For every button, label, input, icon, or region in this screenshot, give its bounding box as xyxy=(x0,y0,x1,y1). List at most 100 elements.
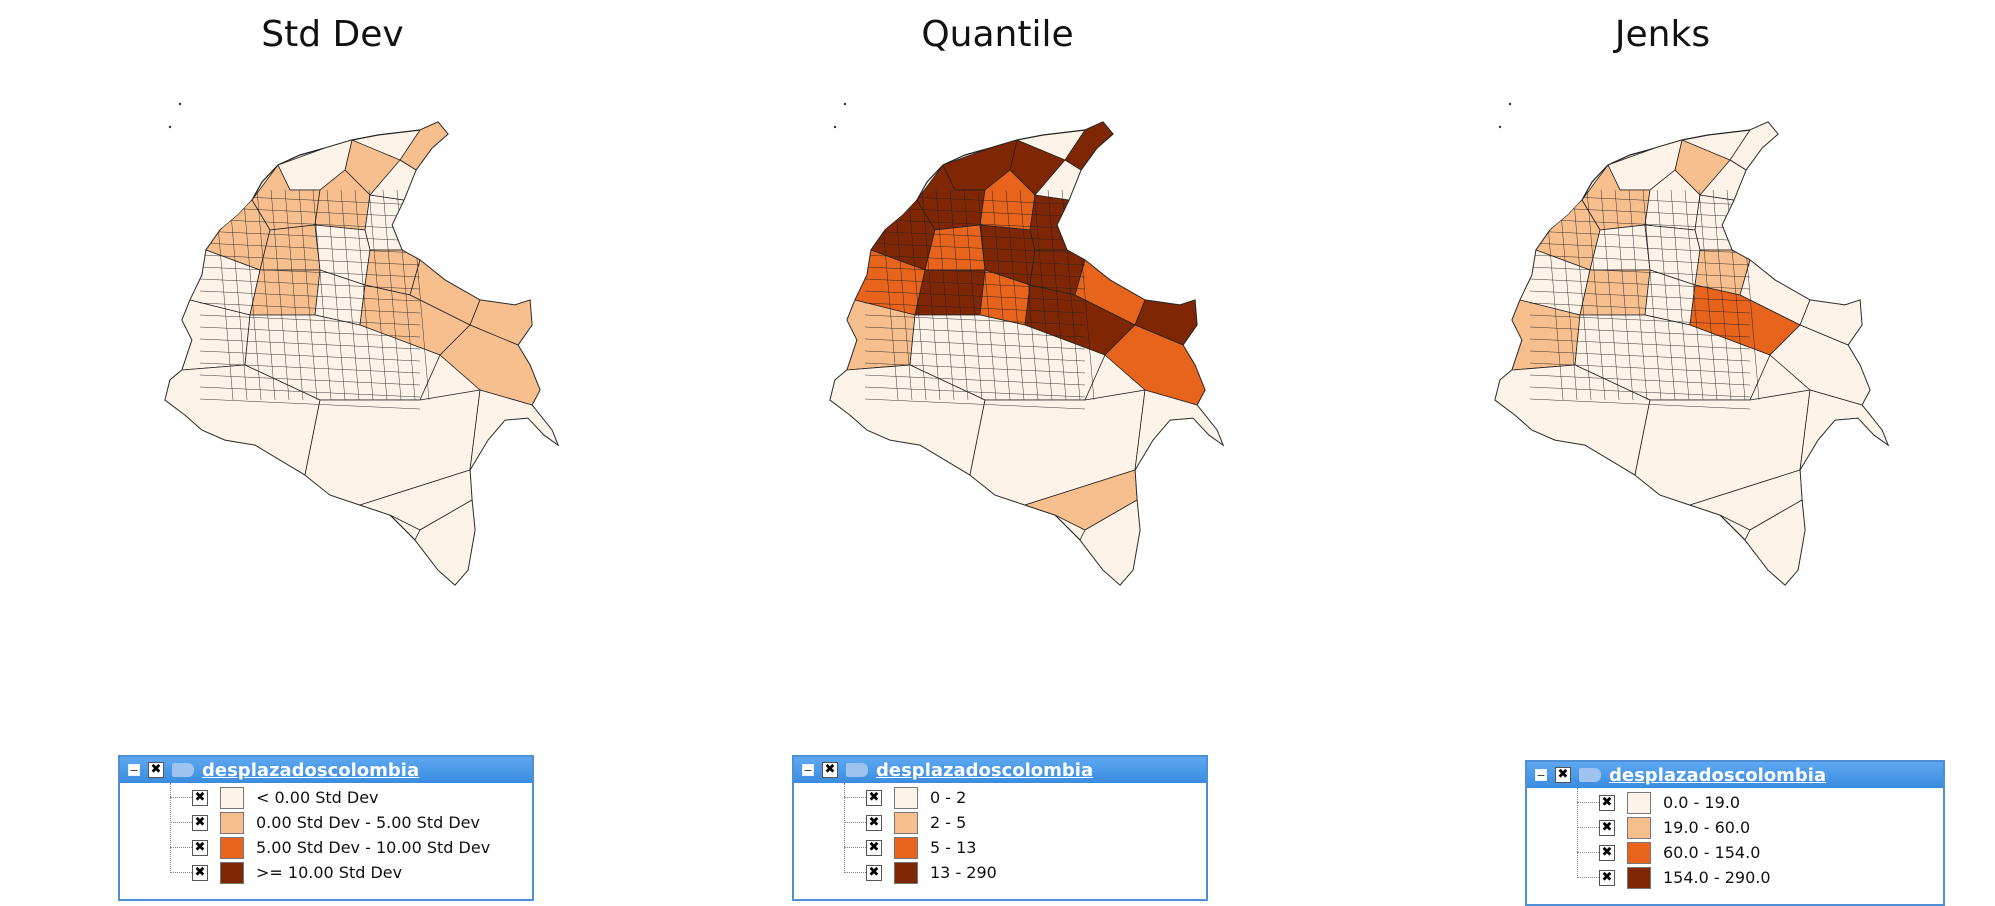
colombia-map xyxy=(829,102,1225,586)
municipality-region[interactable] xyxy=(1799,389,1888,471)
check-icon[interactable]: ✖ xyxy=(866,789,882,806)
municipality-border xyxy=(1529,290,1751,302)
check-icon[interactable]: ✖ xyxy=(1599,844,1615,861)
collapse-icon[interactable]: − xyxy=(128,764,140,777)
layer-icon xyxy=(846,763,868,777)
municipality-border xyxy=(864,278,1086,290)
municipality-border xyxy=(864,338,1086,350)
municipality-region[interactable] xyxy=(1495,364,1651,476)
municipality-border xyxy=(864,398,1086,410)
municipality-region[interactable] xyxy=(469,389,558,471)
municipality-region[interactable] xyxy=(369,159,417,201)
municipality-border xyxy=(1642,189,1662,401)
municipality-region[interactable] xyxy=(1134,389,1223,471)
check-icon[interactable]: ✖ xyxy=(866,864,882,881)
municipality-border xyxy=(1529,374,1751,386)
class-swatch xyxy=(894,836,918,859)
municipality-border xyxy=(1529,218,1751,230)
check-icon[interactable]: ✖ xyxy=(866,814,882,831)
check-icon[interactable]: ✖ xyxy=(822,762,838,778)
check-icon[interactable]: ✖ xyxy=(192,839,208,856)
municipality-region[interactable] xyxy=(1104,324,1206,406)
municipality-border xyxy=(199,398,421,410)
check-icon[interactable]: ✖ xyxy=(1599,869,1615,886)
municipality-border xyxy=(340,189,360,401)
municipality-border xyxy=(963,189,983,401)
municipality-border xyxy=(199,290,421,302)
legend-class-row: ✖ 5.00 Std Dev - 10.00 Std Dev xyxy=(168,835,532,860)
layer-icon xyxy=(172,763,194,777)
layer-legend: − ✖ desplazadoscolombia ✖ < 0.00 Std Dev… xyxy=(118,755,534,901)
municipality-border xyxy=(1033,189,1053,401)
check-icon[interactable]: ✖ xyxy=(192,789,208,806)
check-icon[interactable]: ✖ xyxy=(1555,767,1571,783)
layer-name[interactable]: desplazadoscolombia xyxy=(1609,764,1827,786)
layer-legend: − ✖ desplazadoscolombia ✖ 0 - 2 ✖ 2 - 5 … xyxy=(792,755,1208,901)
municipality-border xyxy=(935,189,955,401)
check-icon[interactable]: ✖ xyxy=(192,864,208,881)
class-swatch xyxy=(1627,791,1651,814)
municipality-border xyxy=(199,242,421,254)
municipality-border xyxy=(921,189,941,401)
legend-class-list: ✖ 0 - 2 ✖ 2 - 5 ✖ 5 - 13 ✖ 13 - 290 xyxy=(794,783,1206,885)
municipality-region[interactable] xyxy=(914,269,986,316)
municipality-border xyxy=(1529,386,1751,398)
municipality-border xyxy=(1529,338,1751,350)
municipality-border xyxy=(1614,189,1634,401)
legend-class-row: ✖ 0.00 Std Dev - 5.00 Std Dev xyxy=(168,810,532,835)
panel-stddev: Std Dev − ✖ desplazadoscolombia ✖ < 0.00… xyxy=(0,0,665,901)
municipality-region[interactable] xyxy=(439,324,541,406)
collapse-icon[interactable]: − xyxy=(1535,769,1547,782)
class-swatch xyxy=(220,811,244,834)
municipality-border xyxy=(199,314,421,326)
class-label: 60.0 - 154.0 xyxy=(1663,843,1761,862)
legend-class-list: ✖ 0.0 - 19.0 ✖ 19.0 - 60.0 ✖ 60.0 - 154.… xyxy=(1527,788,1943,890)
check-icon[interactable]: ✖ xyxy=(192,814,208,831)
panel-quantile: Quantile − ✖ desplazadoscolombia ✖ 0 - 2… xyxy=(665,0,1330,901)
class-label: 0.00 Std Dev - 5.00 Std Dev xyxy=(256,813,480,832)
municipality-region[interactable] xyxy=(1769,324,1871,406)
island-dot xyxy=(168,125,172,129)
municipality-border xyxy=(1572,189,1592,401)
municipality-border xyxy=(907,189,927,401)
check-icon[interactable]: ✖ xyxy=(866,839,882,856)
municipality-border xyxy=(312,189,332,401)
municipality-border xyxy=(199,338,421,350)
municipality-border xyxy=(1529,242,1751,254)
class-swatch xyxy=(894,861,918,884)
panel-title: Std Dev xyxy=(261,14,404,55)
municipality-region[interactable] xyxy=(414,499,476,585)
layer-name[interactable]: desplazadoscolombia xyxy=(202,759,420,781)
municipality-border xyxy=(864,218,1086,230)
municipality-border xyxy=(1529,302,1751,314)
check-icon[interactable]: ✖ xyxy=(1599,794,1615,811)
legend-class-row: ✖ 5 - 13 xyxy=(842,835,1206,860)
municipality-region[interactable] xyxy=(1699,159,1747,201)
check-icon[interactable]: ✖ xyxy=(1599,819,1615,836)
class-label: 0.0 - 19.0 xyxy=(1663,793,1741,812)
municipality-border xyxy=(199,350,421,362)
municipality-border xyxy=(1529,230,1751,242)
check-icon[interactable]: ✖ xyxy=(148,762,164,778)
municipality-region[interactable] xyxy=(249,269,321,316)
class-label: >= 10.00 Std Dev xyxy=(256,863,403,882)
layer-name[interactable]: desplazadoscolombia xyxy=(876,759,1094,781)
legend-class-list: ✖ < 0.00 Std Dev ✖ 0.00 Std Dev - 5.00 S… xyxy=(120,783,532,885)
panel-title: Jenks xyxy=(1614,14,1711,55)
municipality-region[interactable] xyxy=(1034,159,1082,201)
legend-header[interactable]: − ✖ desplazadoscolombia xyxy=(794,757,1206,783)
island-dot xyxy=(1498,125,1502,129)
municipality-border xyxy=(864,362,1086,374)
island-dot xyxy=(833,125,837,129)
collapse-icon[interactable]: − xyxy=(802,764,814,777)
municipality-region[interactable] xyxy=(1579,269,1651,316)
municipality-border xyxy=(1529,314,1751,326)
municipality-border xyxy=(1529,398,1751,410)
municipality-region[interactable] xyxy=(1744,499,1806,585)
municipality-border xyxy=(1600,189,1620,401)
legend-header[interactable]: − ✖ desplazadoscolombia xyxy=(1527,762,1943,788)
panel-title: Quantile xyxy=(921,14,1074,55)
legend-class-row: ✖ 0.0 - 19.0 xyxy=(1575,790,1943,815)
legend-header[interactable]: − ✖ desplazadoscolombia xyxy=(120,757,532,783)
municipality-region[interactable] xyxy=(1079,499,1141,585)
